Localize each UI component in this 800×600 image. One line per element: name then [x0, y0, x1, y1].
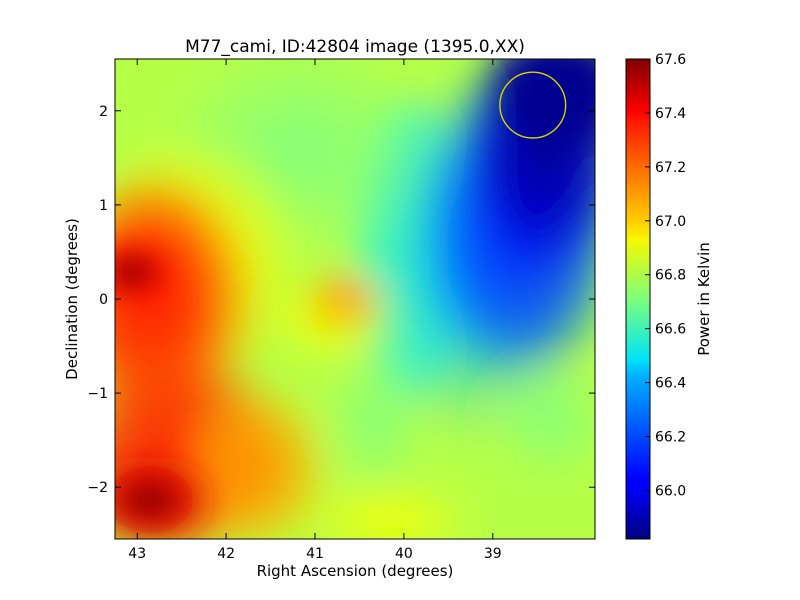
y-axis: 2 1 0 −1 −2: [87, 104, 595, 496]
x-tick-label: 43: [128, 546, 146, 562]
colorbar-tick-label: 66.2: [655, 430, 686, 446]
colorbar-tick-label: 66.0: [655, 483, 686, 499]
heatmap-field-green-right: [490, 360, 595, 480]
colorbar-tick-label: 66.8: [655, 268, 686, 284]
heatmap-image: [115, 59, 595, 539]
colorbar-tick-label: 67.6: [655, 52, 686, 68]
colorbar-tick-label: 67.0: [655, 214, 686, 230]
x-tick-label: 41: [306, 546, 324, 562]
colorbar: [625, 58, 651, 540]
y-tick-label: −2: [87, 480, 108, 496]
y-tick-label: 1: [99, 198, 108, 214]
heatmap-field-navy-top: [490, 59, 595, 150]
colorbar-tick-label: 66.6: [655, 322, 686, 338]
x-axis: 43 42 41 40 39: [128, 59, 502, 562]
colorbar-tick-label: 67.2: [655, 160, 686, 176]
x-tick-label: 40: [395, 546, 413, 562]
colorbar-tick-label: 67.4: [655, 106, 686, 122]
chart-title: M77_cami, ID:42804 image (1395.0,XX): [185, 37, 525, 57]
heatmap-peak-lower: [115, 445, 225, 539]
y-tick-label: 0: [99, 292, 108, 308]
heatmap-field-orange-center: [313, 276, 377, 324]
heatmap-field-green-lower: [325, 345, 425, 495]
heatmap-field-yellow-bottom: [300, 480, 480, 539]
y-tick-label: −1: [87, 386, 108, 402]
x-tick-label: 42: [217, 546, 235, 562]
heatmap-peak-upper: [115, 236, 180, 308]
x-axis-label: Right Ascension (degrees): [257, 562, 454, 580]
colorbar-axis: 67.6 67.4 67.2 67.0 66.8 66.6 66.4 66.2 66.0: [645, 52, 686, 499]
y-tick-label: 2: [99, 104, 108, 120]
y-axis-label: Declination (degrees): [63, 218, 81, 380]
colorbar-tick-label: 66.4: [655, 376, 686, 392]
x-tick-label: 39: [484, 546, 502, 562]
beam-circle: [499, 71, 567, 139]
colorbar-label: Power in Kelvin: [695, 242, 713, 356]
